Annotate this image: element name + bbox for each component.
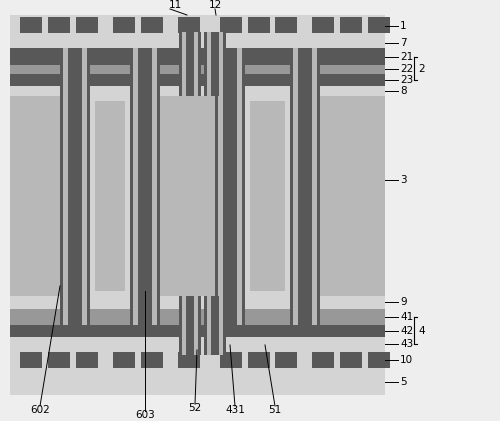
Bar bbox=[207, 296, 223, 355]
Bar bbox=[113, 352, 135, 368]
Bar bbox=[312, 352, 334, 368]
Bar bbox=[368, 17, 390, 33]
Bar bbox=[179, 32, 201, 96]
Text: 21: 21 bbox=[400, 52, 413, 62]
Bar bbox=[182, 32, 198, 96]
Text: 7: 7 bbox=[400, 38, 406, 48]
Text: 42: 42 bbox=[400, 326, 413, 336]
Bar bbox=[178, 17, 200, 33]
Bar bbox=[10, 296, 385, 309]
Bar bbox=[60, 48, 90, 325]
Text: 4: 4 bbox=[418, 325, 424, 336]
Bar bbox=[207, 32, 223, 96]
Bar bbox=[10, 15, 385, 395]
Bar bbox=[182, 296, 198, 355]
Text: 3: 3 bbox=[400, 175, 406, 185]
Text: 10: 10 bbox=[400, 355, 413, 365]
Bar bbox=[48, 17, 70, 33]
Bar bbox=[248, 17, 270, 33]
Bar bbox=[340, 352, 362, 368]
Bar bbox=[204, 296, 226, 355]
Bar bbox=[215, 48, 245, 325]
Bar bbox=[275, 352, 297, 368]
Bar bbox=[20, 17, 42, 33]
Text: 22: 22 bbox=[400, 64, 413, 74]
Bar bbox=[220, 17, 242, 33]
Bar bbox=[248, 352, 270, 368]
Bar bbox=[10, 65, 385, 74]
Text: 2: 2 bbox=[418, 64, 424, 74]
Bar bbox=[186, 32, 194, 96]
Bar bbox=[10, 337, 385, 350]
Bar bbox=[95, 101, 125, 291]
Text: 5: 5 bbox=[400, 377, 406, 387]
Bar bbox=[250, 101, 285, 291]
Bar bbox=[368, 352, 390, 368]
Bar bbox=[204, 32, 226, 96]
Text: 1: 1 bbox=[400, 21, 406, 31]
Bar bbox=[130, 48, 160, 325]
Bar bbox=[275, 17, 297, 33]
Text: 43: 43 bbox=[400, 339, 413, 349]
Bar bbox=[133, 48, 157, 325]
Bar bbox=[223, 48, 237, 325]
Bar bbox=[76, 17, 98, 33]
Bar bbox=[10, 15, 385, 37]
Text: 12: 12 bbox=[208, 0, 222, 10]
Bar bbox=[298, 48, 312, 325]
Bar bbox=[220, 352, 242, 368]
Bar bbox=[293, 48, 317, 325]
Bar bbox=[10, 74, 385, 86]
Bar bbox=[179, 296, 201, 355]
Bar bbox=[76, 352, 98, 368]
Bar bbox=[10, 370, 385, 395]
Bar bbox=[10, 37, 385, 48]
Text: 602: 602 bbox=[30, 405, 50, 415]
Text: 52: 52 bbox=[188, 403, 202, 413]
Text: 51: 51 bbox=[268, 405, 281, 415]
Bar bbox=[63, 48, 87, 325]
Bar bbox=[68, 48, 82, 325]
Bar bbox=[10, 309, 385, 325]
Bar bbox=[178, 352, 200, 368]
Bar bbox=[10, 96, 385, 296]
Bar bbox=[10, 350, 385, 370]
Bar bbox=[218, 48, 242, 325]
Bar bbox=[141, 352, 163, 368]
Bar bbox=[340, 17, 362, 33]
Bar bbox=[186, 296, 194, 355]
Text: 603: 603 bbox=[135, 410, 155, 420]
Text: 41: 41 bbox=[400, 312, 413, 322]
Bar bbox=[10, 48, 385, 65]
Bar bbox=[90, 96, 130, 296]
Bar bbox=[211, 32, 219, 96]
Bar bbox=[48, 352, 70, 368]
Bar bbox=[10, 325, 385, 337]
Bar bbox=[138, 48, 152, 325]
Bar bbox=[10, 86, 385, 96]
Bar bbox=[290, 48, 320, 325]
Text: 431: 431 bbox=[225, 405, 245, 415]
Bar bbox=[113, 17, 135, 33]
Text: 9: 9 bbox=[400, 297, 406, 307]
Text: 23: 23 bbox=[400, 75, 413, 85]
Bar bbox=[211, 296, 219, 355]
Text: 11: 11 bbox=[168, 0, 181, 10]
Bar bbox=[20, 352, 42, 368]
Text: 8: 8 bbox=[400, 86, 406, 96]
Bar bbox=[245, 96, 290, 296]
Bar bbox=[141, 17, 163, 33]
Bar bbox=[312, 17, 334, 33]
